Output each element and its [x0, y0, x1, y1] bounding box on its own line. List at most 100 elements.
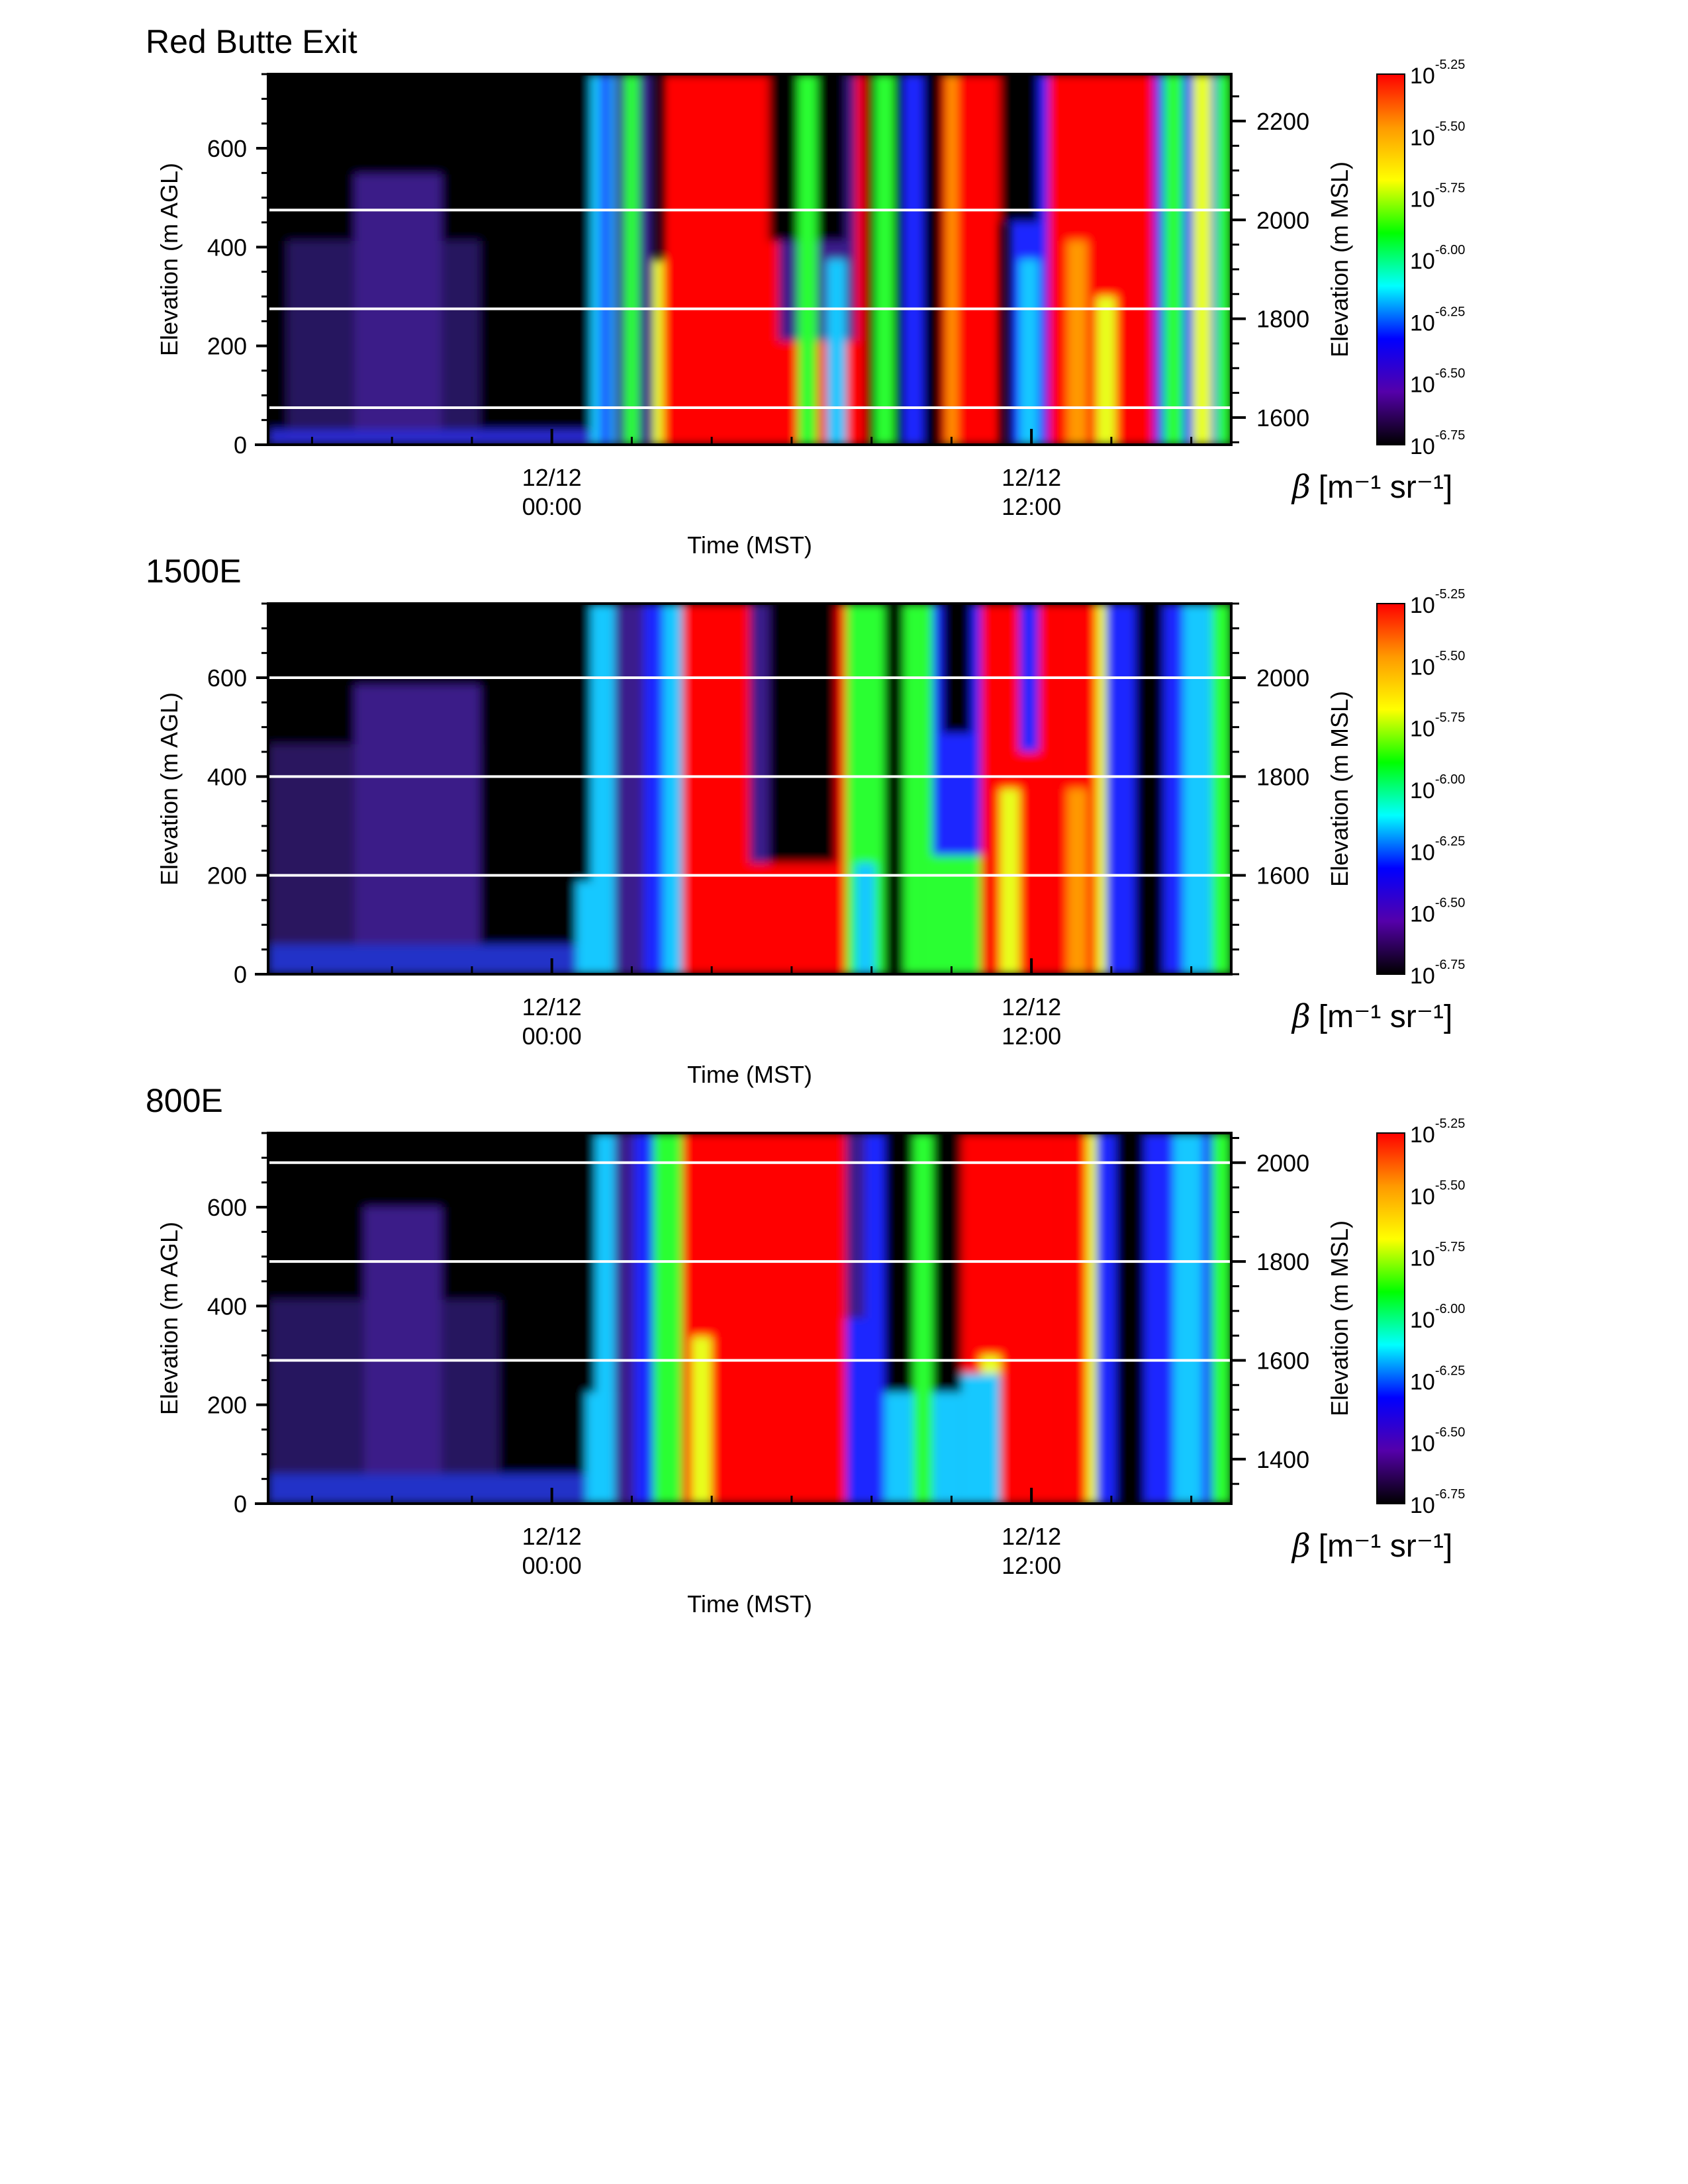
- y2-tick-label: 2200: [1256, 108, 1309, 135]
- field-cell: [1096, 604, 1106, 974]
- colorbar-label: β [m⁻¹ sr⁻¹]: [1291, 998, 1452, 1035]
- field-cell: [1164, 74, 1184, 445]
- y2-tick-label: 1600: [1256, 862, 1309, 889]
- plot-frame: [267, 73, 1233, 446]
- colorbar-tick-label: 10-5.75: [1410, 181, 1465, 212]
- x-axis-label: Time (MST): [687, 531, 812, 559]
- x-tick-date: 12/12: [522, 1523, 582, 1550]
- field-cell: [1067, 241, 1087, 445]
- x-axis-label: Time (MST): [687, 1061, 812, 1088]
- field-cell: [1211, 1133, 1231, 1504]
- y-tick-label: 600: [207, 664, 247, 692]
- field-cell: [1183, 604, 1212, 974]
- y2-axis-label: Elevation (m MSL): [1326, 161, 1353, 357]
- y2-tick-label: 2000: [1256, 1150, 1309, 1177]
- field-cell: [653, 1133, 682, 1504]
- y2-tick-label: 2000: [1256, 664, 1309, 692]
- field-cell: [692, 1337, 712, 1504]
- field-cell: [268, 430, 596, 445]
- x-tick-date: 12/12: [1002, 1523, 1061, 1550]
- y-tick-label: 600: [207, 135, 247, 162]
- field-cell: [364, 1207, 442, 1504]
- x-tick-time: 12:00: [1002, 493, 1061, 520]
- plot-frame: [267, 602, 1233, 976]
- plot-frame: [267, 1132, 1233, 1505]
- y-tick-label: 0: [234, 432, 247, 459]
- y2-tick-label: 1600: [1256, 404, 1309, 432]
- field-cell: [1173, 1133, 1203, 1504]
- field-cell: [913, 1133, 933, 1504]
- colorbar-label: β [m⁻¹ sr⁻¹]: [1291, 469, 1452, 506]
- colorbar-tick-label: 10-6.75: [1410, 958, 1465, 989]
- x-axis-label: Time (MST): [687, 1590, 812, 1617]
- panel-1: Red Butte Exit 0 200 400 600 Elevation (m AGL…: [146, 23, 1465, 559]
- y2-axis-label: Elevation (m MSL): [1326, 1220, 1353, 1416]
- y-tick-label: 200: [207, 862, 247, 889]
- x-tick-date: 12/12: [522, 993, 582, 1021]
- field-cell: [749, 604, 769, 863]
- colorbar: [1376, 603, 1405, 975]
- colorbar-tick-label: 10-6.25: [1410, 304, 1465, 336]
- y-tick-label: 400: [207, 763, 247, 790]
- field-cell: [1217, 74, 1231, 445]
- field-cell: [798, 74, 818, 445]
- colorbar-tick-label: 10-6.25: [1410, 1363, 1465, 1394]
- x-tick-time: 00:00: [522, 1023, 582, 1050]
- y-tick-label: 0: [234, 1490, 247, 1518]
- x-tick-time: 12:00: [1002, 1552, 1061, 1579]
- colorbar-tick-label: 10-5.75: [1410, 1240, 1465, 1271]
- colorbar-tick-label: 10-5.75: [1410, 711, 1465, 742]
- x-tick-date: 12/12: [1002, 464, 1061, 491]
- y2-tick-label: 2000: [1256, 206, 1309, 234]
- field-cell: [1000, 74, 1039, 222]
- y2-tick-label: 1800: [1256, 306, 1309, 333]
- field-cell: [663, 604, 682, 974]
- colorbar-label: β [m⁻¹ sr⁻¹]: [1291, 1527, 1452, 1565]
- field-cell: [855, 863, 875, 974]
- colorbar: [1376, 1132, 1405, 1504]
- field-cell: [1000, 789, 1019, 974]
- x-tick-date: 12/12: [522, 464, 582, 491]
- field-cell: [268, 944, 596, 974]
- x-tick-time: 00:00: [522, 493, 582, 520]
- colorbar-tick-label: 10-6.75: [1410, 1487, 1465, 1518]
- field-cell: [759, 604, 837, 863]
- field-cell: [590, 604, 615, 974]
- field-cell: [904, 74, 923, 445]
- backscatter-field: [268, 604, 1231, 974]
- colorbar-tick-label: 10-6.50: [1410, 896, 1465, 927]
- y2-tick-label: 1600: [1256, 1347, 1309, 1374]
- field-cell: [1067, 789, 1087, 974]
- field-cell: [1135, 604, 1164, 974]
- y-axis-label: Elevation (m AGL): [156, 1222, 183, 1415]
- colorbar-tick-label: 10-6.75: [1410, 428, 1465, 459]
- field-cell: [1192, 74, 1212, 445]
- panel-title: 800E: [146, 1082, 223, 1119]
- x-tick-time: 00:00: [522, 1552, 582, 1579]
- colorbar-tick-label: 10-5.25: [1410, 1116, 1465, 1148]
- field-cell: [1086, 1133, 1097, 1504]
- colorbar-tick-label: 10-6.25: [1410, 834, 1465, 865]
- panel-title: Red Butte Exit: [146, 23, 357, 60]
- colorbar-tick-label: 10-5.50: [1410, 1178, 1465, 1209]
- panel-title: 1500E: [146, 553, 242, 590]
- x-tick-time: 12:00: [1002, 1023, 1061, 1050]
- colorbar-tick-label: 10-5.50: [1410, 649, 1465, 680]
- x-tick-date: 12/12: [1002, 993, 1061, 1021]
- y-axis-label: Elevation (m AGL): [156, 163, 183, 356]
- colorbar-tick-label: 10-6.50: [1410, 1426, 1465, 1457]
- field-cell: [600, 74, 610, 445]
- field-cell: [942, 604, 972, 733]
- field-cell: [846, 1133, 866, 1318]
- colorbar: [1376, 73, 1405, 445]
- field-cell: [1211, 604, 1231, 974]
- field-cell: [961, 1374, 1000, 1504]
- field-cell: [904, 604, 923, 974]
- field-cell: [643, 604, 663, 974]
- y-tick-label: 200: [207, 1392, 247, 1419]
- backscatter-field: [268, 1133, 1231, 1504]
- y-tick-label: 0: [234, 961, 247, 988]
- y2-tick-label: 1800: [1256, 763, 1309, 790]
- y-tick-label: 200: [207, 333, 247, 360]
